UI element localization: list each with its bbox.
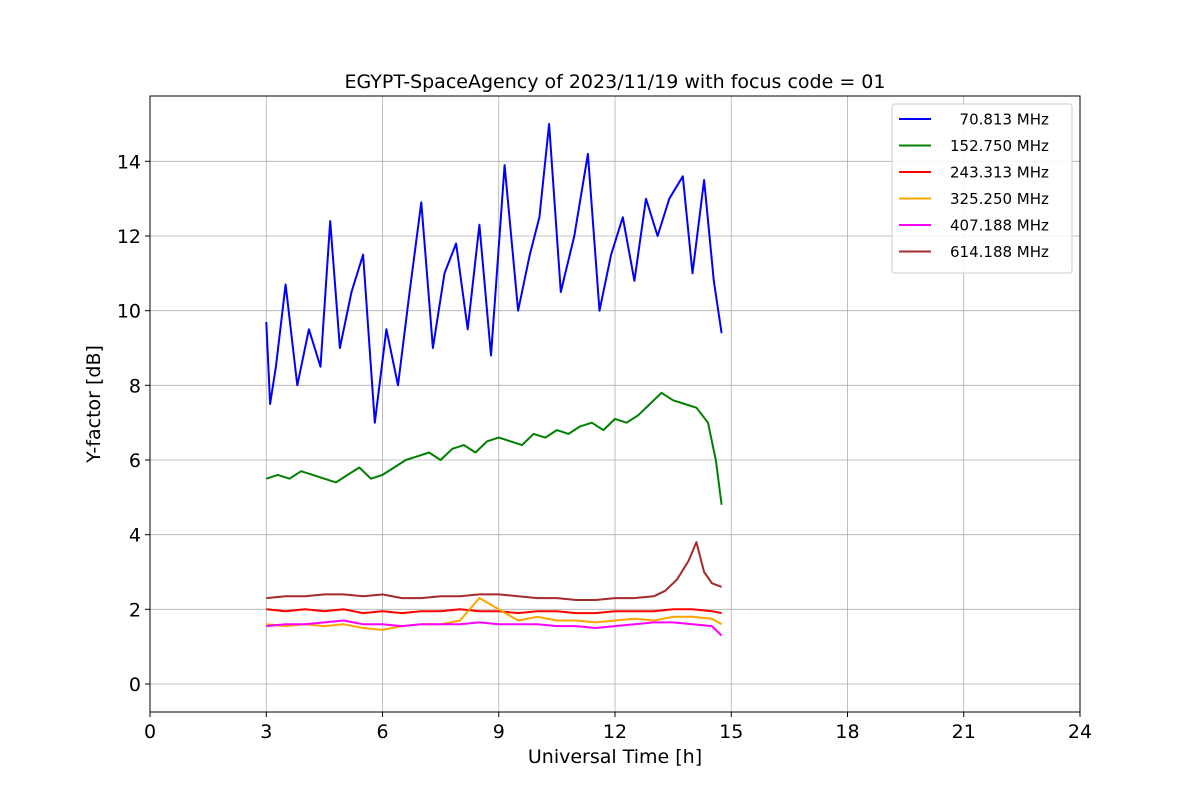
legend-label: 325.250 MHz: [950, 190, 1049, 208]
x-tick-label: 6: [376, 721, 388, 743]
series-line-325-250-mhz: [266, 597, 723, 631]
chart-title: EGYPT-SpaceAgency of 2023/11/19 with foc…: [345, 71, 886, 93]
y-tick-label: 14: [117, 151, 141, 173]
series-line-152-750-mhz: [265, 391, 723, 505]
y-tick-label: 0: [129, 674, 141, 696]
legend-label: 614.188 MHz: [950, 243, 1049, 261]
x-tick-label: 21: [952, 721, 976, 743]
x-tick-label: 3: [260, 721, 272, 743]
legend-label: 152.750 MHz: [950, 137, 1049, 155]
x-tick-label: 18: [835, 721, 859, 743]
series-line-243-313-mhz: [266, 608, 722, 615]
y-tick-label: 12: [117, 226, 141, 248]
legend-label: 243.313 MHz: [950, 164, 1049, 182]
y-tick-label: 10: [117, 301, 141, 323]
legend: 70.813 MHz 152.750 MHz 243.313 MHz 325.250 …: [891, 103, 1073, 274]
series-line-407-188-mhz: [266, 619, 723, 637]
legend-box: [891, 103, 1073, 274]
series-line-70-813-mhz: [265, 123, 723, 424]
x-axis-label: Universal Time [h]: [528, 746, 702, 768]
y-tick-label: 8: [129, 375, 141, 397]
legend-label: 70.813 MHz: [950, 111, 1049, 129]
series-group: [265, 123, 723, 637]
x-tick-label: 24: [1068, 721, 1092, 743]
x-tick-label: 12: [603, 721, 627, 743]
legend-label: 407.188 MHz: [950, 217, 1049, 235]
x-tick-label: 9: [493, 721, 505, 743]
y-axis-label: Y-factor [dB]: [83, 345, 105, 464]
y-tick-label: 6: [129, 450, 141, 472]
series-line-614-188-mhz: [266, 541, 722, 601]
x-tick-label: 0: [144, 721, 156, 743]
x-tick-label: 15: [719, 721, 743, 743]
y-tick-label: 2: [129, 599, 141, 621]
y-tick-label: 4: [129, 525, 141, 547]
